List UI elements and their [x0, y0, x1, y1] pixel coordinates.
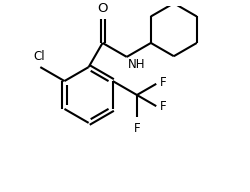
- Text: NH: NH: [128, 58, 146, 71]
- Text: Cl: Cl: [33, 50, 45, 63]
- Text: O: O: [97, 2, 108, 15]
- Text: F: F: [160, 100, 166, 113]
- Text: F: F: [134, 122, 140, 135]
- Text: F: F: [160, 76, 166, 89]
